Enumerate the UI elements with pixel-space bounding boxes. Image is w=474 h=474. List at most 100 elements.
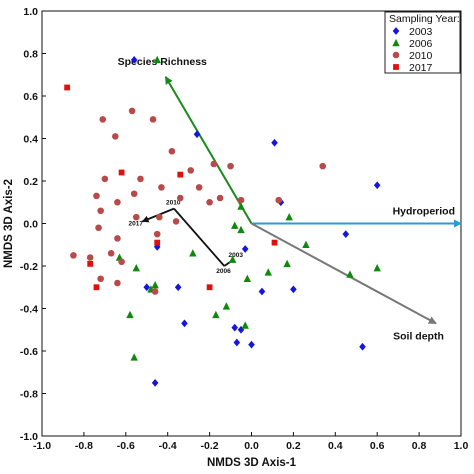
data-point-2010 xyxy=(118,258,125,266)
data-point-2006 xyxy=(241,321,249,329)
data-point-2003 xyxy=(359,342,366,351)
x-axis-title: NMDS 3D Axis-1 xyxy=(207,457,297,469)
data-point-2003 xyxy=(233,338,241,347)
data-point-2003 xyxy=(174,283,182,292)
data-point-2006 xyxy=(126,310,134,319)
x-tick-label: 0.4 xyxy=(328,440,343,452)
x-tick-label: -1.0 xyxy=(33,440,51,452)
data-point-2006 xyxy=(153,55,161,64)
data-point-2003 xyxy=(143,283,151,292)
data-point-2010 xyxy=(99,116,107,123)
legend-entry-label: 2006 xyxy=(409,38,433,50)
data-point-2003 xyxy=(151,378,159,387)
data-point-2010 xyxy=(86,254,94,261)
vector-label: Soil depth xyxy=(393,330,444,342)
y-axis-title: NMDS 3D Axis-2 xyxy=(3,179,15,268)
data-point-2010 xyxy=(275,196,283,204)
y-tick-label: -0.2 xyxy=(20,261,38,273)
data-point-2010 xyxy=(172,218,180,225)
data-point-2006 xyxy=(151,281,159,289)
data-point-2010 xyxy=(132,213,140,221)
data-point-2010 xyxy=(97,275,104,283)
data-point-2010 xyxy=(95,224,102,232)
data-point-2003 xyxy=(290,285,297,294)
x-tick-label: -0.6 xyxy=(117,440,135,452)
y-tick-label: -0.8 xyxy=(20,389,38,401)
data-point-2017 xyxy=(64,84,71,91)
data-points xyxy=(64,55,381,387)
data-point-2003 xyxy=(231,323,239,332)
data-point-2006 xyxy=(243,274,252,283)
data-point-2017 xyxy=(271,239,278,246)
x-tick-label: 0.0 xyxy=(244,440,259,452)
data-point-2010 xyxy=(114,235,121,242)
data-point-2010 xyxy=(168,147,176,155)
data-point-2003 xyxy=(241,245,249,253)
data-point-2010 xyxy=(237,196,245,204)
data-point-2010 xyxy=(158,184,165,191)
data-point-2006 xyxy=(346,270,354,278)
x-tick-label: -0.2 xyxy=(201,440,219,452)
data-point-2010 xyxy=(319,162,327,170)
x-tick-label: -0.8 xyxy=(75,440,93,452)
legend-marker-2003 xyxy=(392,27,400,35)
data-point-2010 xyxy=(97,207,104,215)
data-point-2003 xyxy=(248,340,255,349)
data-point-2006 xyxy=(237,202,245,210)
data-point-2010 xyxy=(112,133,119,140)
data-point-2006 xyxy=(189,249,197,257)
data-point-2010 xyxy=(206,198,213,206)
data-point-2006 xyxy=(264,268,272,276)
data-point-2006 xyxy=(237,225,245,234)
data-point-2010 xyxy=(137,175,144,183)
data-point-2006 xyxy=(302,240,310,249)
x-tick-label: 0.6 xyxy=(370,440,385,452)
vector-arrow xyxy=(164,76,253,225)
legend-entry-label: 2010 xyxy=(409,50,433,62)
data-point-2010 xyxy=(128,107,136,115)
data-point-2010 xyxy=(195,184,203,191)
data-point-2006 xyxy=(222,302,231,310)
vector-arrow xyxy=(251,222,437,325)
data-point-2003 xyxy=(271,138,278,147)
data-point-2017 xyxy=(118,169,125,176)
legend-marker-2010 xyxy=(392,51,400,59)
x-tick-label: -0.4 xyxy=(159,440,177,452)
data-point-2003 xyxy=(237,325,245,334)
legend-marker-2006 xyxy=(392,38,400,47)
y-tick-label: -0.4 xyxy=(20,304,38,316)
data-point-2010 xyxy=(227,162,234,170)
data-point-2010 xyxy=(93,192,100,200)
data-point-2010 xyxy=(176,194,184,202)
data-point-2003 xyxy=(373,181,381,190)
trajectory-segment xyxy=(173,208,225,267)
y-tick-label: 0.8 xyxy=(23,49,38,61)
y-tick-label: 0.4 xyxy=(23,134,38,146)
trajectory-year-label: 2010 xyxy=(166,200,181,207)
vector-label: Species Richness xyxy=(118,56,207,68)
y-tick-label: -0.6 xyxy=(20,346,38,358)
data-point-2006 xyxy=(283,259,291,268)
data-point-2017 xyxy=(206,284,213,291)
data-point-2010 xyxy=(151,288,159,295)
data-point-2010 xyxy=(210,160,218,168)
data-point-2006 xyxy=(132,264,140,272)
axis-ticks: -1.0 -0.8 -0.6 -0.4 -0.2 0.0 0.2 0.4 0.6 0.8 1.0 1.… xyxy=(20,6,469,452)
data-point-2017 xyxy=(154,239,161,246)
data-point-2006 xyxy=(373,264,381,272)
y-tick-label: 0.0 xyxy=(23,219,38,231)
data-point-2006 xyxy=(228,255,237,263)
data-point-2010 xyxy=(149,116,157,123)
data-point-2017 xyxy=(87,260,94,267)
trajectory-year-label: 2006 xyxy=(216,268,231,275)
data-point-2003 xyxy=(258,287,266,296)
data-point-2010 xyxy=(70,252,77,259)
legend-title: Sampling Year: xyxy=(389,13,460,25)
x-tick-label: 1.0 xyxy=(454,440,469,452)
data-point-2006 xyxy=(130,353,138,361)
data-point-2006 xyxy=(285,213,293,221)
data-point-2006 xyxy=(231,221,239,229)
data-point-2017 xyxy=(93,284,100,291)
